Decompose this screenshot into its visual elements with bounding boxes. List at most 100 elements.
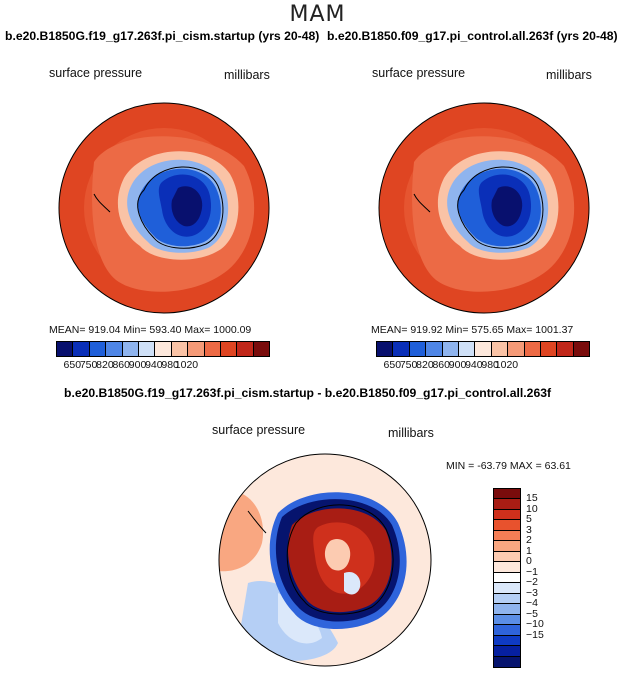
colorbar-tick-label: −4	[526, 597, 538, 610]
colorbar-tick-label: 900	[128, 359, 147, 371]
colorbar-tick-label: 750	[79, 359, 98, 371]
map-coastline	[286, 504, 394, 615]
colorbar-swatch	[73, 342, 90, 356]
diff-variable-label: surface pressure	[212, 423, 306, 437]
colorbar-swatch	[138, 342, 156, 356]
colorbar-swatch	[220, 342, 238, 356]
colorbar-swatch	[494, 583, 520, 594]
panel-2-variable-label: surface pressure	[372, 66, 466, 80]
colorbar-tick-label: −3	[526, 586, 538, 599]
colorbar-tick-label: −2	[526, 576, 538, 589]
panel-2-colorbar-ticks: 650 750 820 860 900 940 980 1020	[376, 359, 588, 373]
diff-colorbar-ticks: 15 10 5 3 2 1 0 −1 −2 −3 −4 −5 −10 −15	[526, 488, 556, 666]
colorbar-swatch	[508, 342, 525, 356]
diff-colorbar	[493, 488, 521, 668]
colorbar-swatch	[494, 625, 520, 636]
map-summit	[171, 186, 203, 227]
panel-2-units-label: millibars	[546, 68, 592, 82]
colorbar-swatch	[426, 342, 443, 356]
colorbar-swatch	[494, 562, 520, 573]
panel-2-stats: MEAN= 919.92 Min= 575.65 Max= 1001.37	[371, 324, 574, 336]
diff-units-label: millibars	[388, 426, 434, 440]
colorbar-tick-label: 820	[416, 359, 434, 371]
colorbar-tick-label: 650	[63, 359, 82, 371]
colorbar-tick-label: 0	[526, 555, 532, 568]
colorbar-swatch	[106, 342, 123, 356]
colorbar-tick-label: 1	[526, 544, 532, 557]
colorbar-swatch	[491, 342, 509, 356]
colorbar-tick-label: 980	[161, 359, 179, 371]
colorbar-swatch	[377, 342, 394, 356]
map-coastline	[457, 166, 544, 249]
colorbar-swatch	[188, 342, 205, 356]
colorbar-swatch	[494, 489, 520, 500]
colorbar-tick-label: −15	[526, 628, 544, 641]
colorbar-tick-label: 1020	[494, 359, 519, 371]
colorbar-swatch	[494, 656, 520, 667]
colorbar-swatch	[458, 342, 476, 356]
colorbar-swatch	[573, 342, 590, 356]
diff-interior-dip	[344, 571, 361, 595]
diff-stats: MIN = -63.79 MAX = 63.61	[446, 460, 571, 472]
colorbar-tick-label: −1	[526, 565, 538, 578]
colorbar-swatch	[494, 551, 520, 563]
colorbar-swatch	[494, 520, 520, 531]
map-border	[218, 453, 432, 667]
colorbar-swatch	[393, 342, 410, 356]
map-peninsula	[93, 193, 111, 213]
colorbar-swatch	[494, 541, 520, 552]
colorbar-tick-label: 750	[399, 359, 418, 371]
diff-map	[218, 453, 432, 667]
colorbar-tick-label: 860	[112, 359, 130, 371]
colorbar-tick-label: 5	[526, 513, 532, 526]
colorbar-tick-label: 10	[526, 502, 538, 515]
colorbar-tick-label: 3	[526, 523, 532, 536]
colorbar-tick-label: 980	[481, 359, 499, 371]
colorbar-swatch	[557, 342, 574, 356]
map-peninsula	[247, 510, 267, 534]
colorbar-tick-label: 1020	[174, 359, 199, 371]
map-border	[378, 102, 590, 314]
colorbar-swatch	[494, 635, 520, 647]
colorbar-swatch	[494, 572, 520, 584]
colorbar-tick-label: 940	[145, 359, 163, 371]
colorbar-tick-label: 940	[465, 359, 483, 371]
colorbar-tick-label: 820	[96, 359, 114, 371]
colorbar-swatch	[494, 530, 520, 542]
colorbar-swatch	[494, 593, 520, 605]
panel-2-map	[378, 102, 590, 314]
diff-interior-low	[324, 538, 351, 571]
colorbar-swatch	[494, 509, 520, 521]
panel-1-colorbar	[56, 341, 270, 357]
colorbar-tick-label: 860	[432, 359, 450, 371]
colorbar-swatch	[204, 342, 221, 356]
colorbar-swatch	[155, 342, 172, 356]
colorbar-swatch	[475, 342, 492, 356]
map-summit	[491, 186, 523, 227]
panel-1-stats: MEAN= 919.04 Min= 593.40 Max= 1000.09	[49, 324, 252, 336]
colorbar-tick-label: −5	[526, 607, 538, 620]
map-coastline	[137, 166, 224, 249]
colorbar-tick-label: 650	[383, 359, 402, 371]
colorbar-swatch	[494, 604, 520, 615]
colorbar-swatch	[171, 342, 189, 356]
panel-1-colorbar-ticks: 650 750 820 860 900 940 980 1020	[56, 359, 268, 373]
colorbar-swatch	[122, 342, 139, 356]
panel-2-title: b.e20.B1850.f09_g17.pi_control.all.263f …	[327, 29, 618, 43]
panel-1-title: b.e20.B1850G.f19_g17.263f.pi_cism.startu…	[5, 29, 320, 43]
colorbar-swatch	[494, 499, 520, 510]
season-title: MAM	[289, 2, 346, 27]
colorbar-tick-label: 15	[526, 492, 538, 505]
colorbar-swatch	[409, 342, 427, 356]
colorbar-swatch	[494, 646, 520, 657]
colorbar-tick-label: −10	[526, 618, 544, 631]
colorbar-swatch	[57, 342, 74, 356]
diff-title: b.e20.B1850G.f19_g17.263f.pi_cism.startu…	[64, 386, 552, 400]
colorbar-swatch	[253, 342, 270, 356]
panel-1-map	[58, 102, 270, 314]
map-border	[58, 102, 270, 314]
colorbar-swatch	[524, 342, 541, 356]
panel-1-variable-label: surface pressure	[49, 66, 143, 80]
colorbar-tick-label: 2	[526, 534, 532, 547]
panel-1-units-label: millibars	[224, 68, 270, 82]
